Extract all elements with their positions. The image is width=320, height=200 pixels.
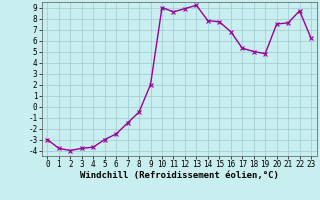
X-axis label: Windchill (Refroidissement éolien,°C): Windchill (Refroidissement éolien,°C) [80, 171, 279, 180]
